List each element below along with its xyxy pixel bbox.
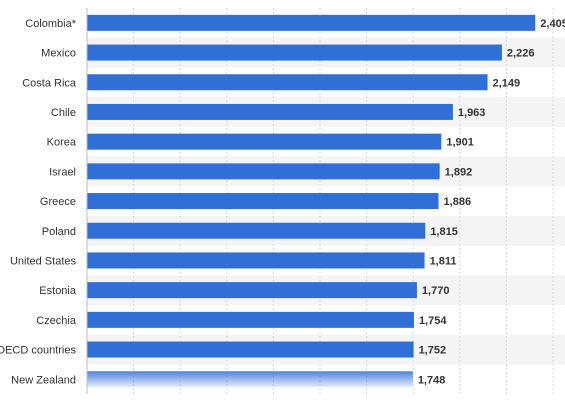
bars (87, 14, 536, 388)
category-label: Estonia (39, 285, 77, 297)
category-label: Greece (40, 196, 76, 208)
category-label: Colombia* (25, 18, 76, 30)
category-label: United States (10, 255, 77, 267)
value-label: 1,752 (419, 345, 447, 357)
bar (87, 163, 440, 180)
value-label: 2,226 (507, 48, 535, 60)
category-label: Israel (49, 166, 76, 178)
value-label: 1,770 (422, 285, 450, 297)
value-label: 1,811 (430, 255, 457, 267)
bar (87, 311, 414, 328)
bar (87, 103, 453, 120)
bar (87, 133, 442, 150)
category-label: Poland (42, 226, 76, 238)
value-labels: 2,405 2,226 2,149 1,963 1,901 1,892 1,886 1,815… (418, 18, 565, 386)
bar (87, 371, 413, 388)
category-label: Korea (47, 137, 77, 149)
category-label: OECD countries (0, 345, 76, 357)
category-label: Chile (51, 107, 76, 119)
bar (87, 14, 536, 31)
bar (87, 44, 502, 61)
category-label: Costa Rica (22, 77, 77, 89)
category-label: Czechia (36, 315, 77, 327)
category-label: Mexico (41, 48, 76, 60)
bar (87, 222, 426, 239)
category-label: New Zealand (11, 374, 76, 386)
value-label: 1,892 (445, 166, 473, 178)
bar (87, 282, 417, 299)
category-labels: Colombia* Mexico Costa Rica Chile Korea Israe… (0, 18, 77, 386)
bar (87, 193, 439, 210)
value-label: 1,963 (458, 107, 486, 119)
value-label: 2,149 (493, 77, 521, 89)
value-label: 1,748 (418, 374, 446, 386)
bar (87, 252, 425, 269)
value-label: 1,815 (430, 226, 458, 238)
bar (87, 341, 414, 358)
value-label: 1,901 (446, 137, 474, 149)
bar (87, 74, 488, 91)
value-label: 1,754 (419, 315, 447, 327)
value-label: 1,886 (444, 196, 472, 208)
value-label: 2,405 (540, 18, 565, 30)
